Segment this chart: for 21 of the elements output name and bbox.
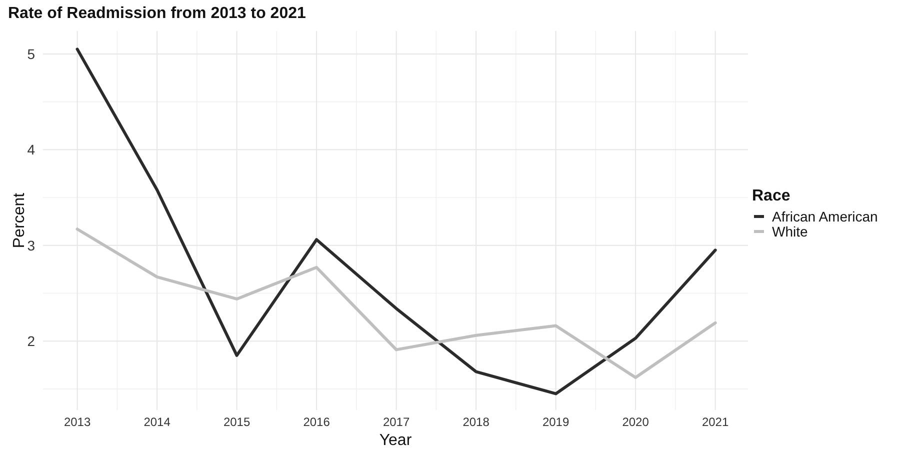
chart-title: Rate of Readmission from 2013 to 2021 xyxy=(8,5,306,22)
line-series xyxy=(76,228,717,379)
x-tick-label: 2017 xyxy=(382,415,410,429)
y-axis-title: Percent xyxy=(11,192,28,248)
y-tick-label: 4 xyxy=(27,142,36,158)
y-tick-label: 3 xyxy=(27,237,36,254)
legend-label: White xyxy=(772,223,808,240)
x-tick-label: 2016 xyxy=(303,415,330,429)
x-tick-label: 2014 xyxy=(144,415,171,429)
y-tick-label: 2 xyxy=(27,332,36,349)
legend-label: African American xyxy=(772,208,878,224)
x-tick-label: 2018 xyxy=(462,415,490,429)
y-tick-label: 5 xyxy=(27,46,36,62)
line-series xyxy=(76,48,717,396)
legend-title: Race xyxy=(752,188,790,204)
x-axis-title: Year xyxy=(379,432,412,449)
x-tick-label: 2013 xyxy=(64,415,91,429)
x-tick-label: 2020 xyxy=(622,415,650,429)
x-tick-label: 2021 xyxy=(702,415,729,429)
x-tick-label: 2019 xyxy=(542,415,570,429)
x-tick-label: 2015 xyxy=(223,415,250,429)
